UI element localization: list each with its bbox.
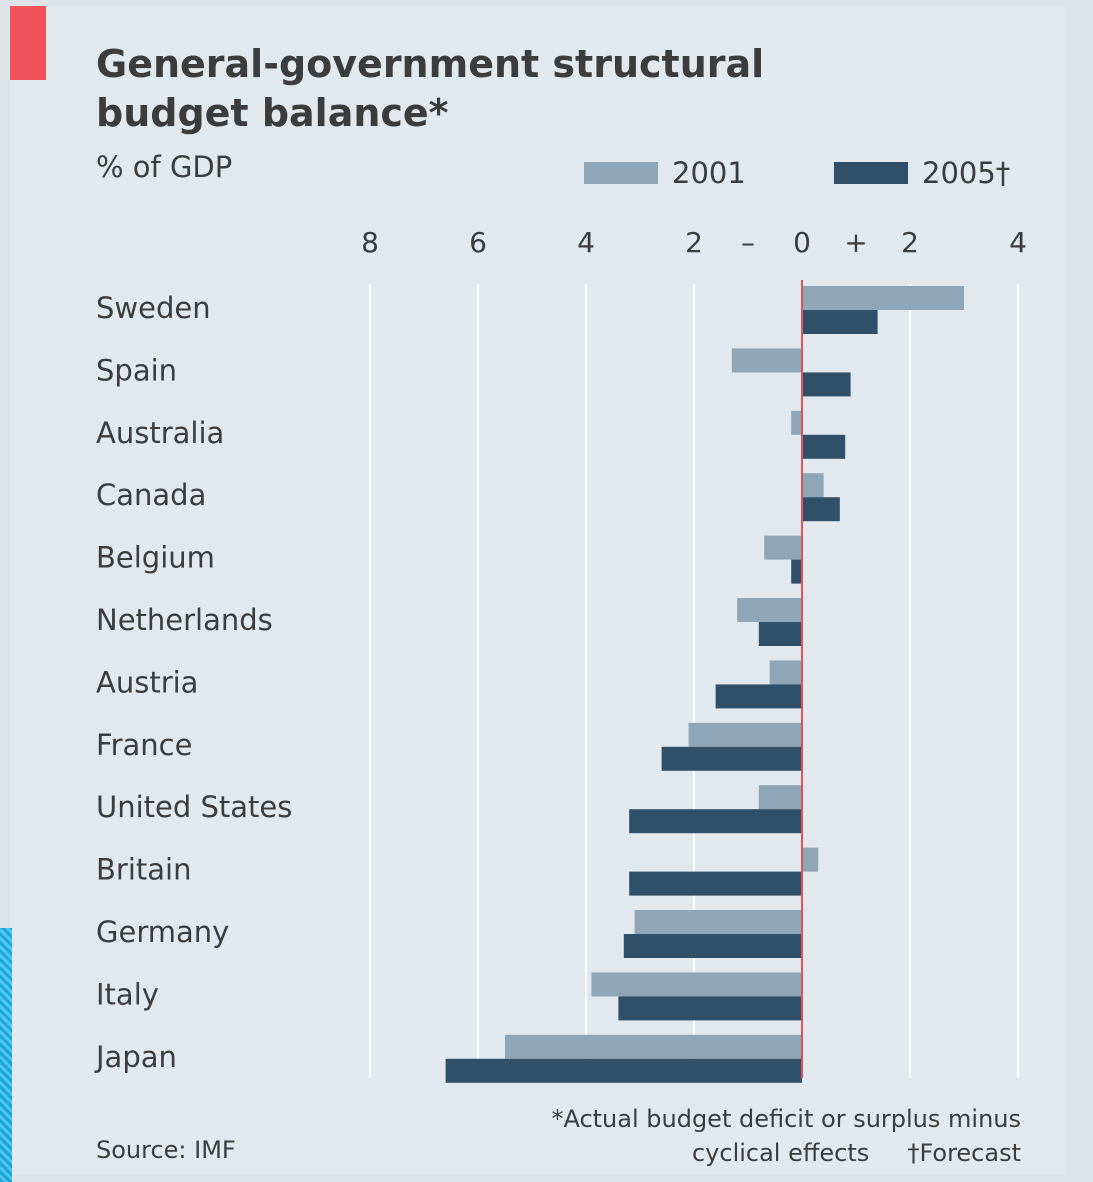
bar-2005-5	[758, 622, 802, 646]
bar-2001-8	[758, 785, 802, 810]
red-accent-tag	[10, 6, 46, 80]
x-tick-label-7: 2	[901, 226, 919, 259]
chart-panel	[10, 6, 1065, 1174]
x-tick-label-2: 4	[577, 226, 595, 259]
category-label-10: Germany	[96, 915, 229, 949]
category-label-2: Australia	[96, 416, 224, 450]
chart-title-line1: General-government structural	[96, 42, 765, 86]
blue-edge-decoration	[0, 928, 12, 1182]
bar-2005-11	[618, 996, 802, 1021]
bar-2001-1	[731, 348, 802, 373]
x-tick-label-1: 6	[469, 226, 487, 259]
bar-2001-5	[737, 598, 802, 622]
footnote: *Actual budget deficit or surplus minus …	[551, 1102, 1021, 1170]
category-label-5: Netherlands	[96, 603, 273, 637]
legend-label-2001: 2001	[672, 156, 746, 190]
footnote-forecast: †Forecast	[907, 1139, 1021, 1167]
x-tick-label-4: –	[741, 226, 755, 259]
bar-2005-12	[445, 1058, 802, 1083]
chart-title: General-government structural budget bal…	[96, 40, 996, 138]
footnote-line1: *Actual budget deficit or surplus minus	[551, 1105, 1021, 1133]
category-label-3: Canada	[96, 478, 206, 512]
x-tick-label-6: +	[844, 226, 867, 259]
bar-2005-1	[802, 372, 851, 397]
bar-2001-4	[764, 535, 802, 560]
bar-2005-9	[629, 871, 802, 896]
category-label-12: Japan	[94, 1040, 177, 1074]
bar-2001-6	[769, 660, 802, 685]
category-label-9: Britain	[96, 853, 191, 887]
category-label-1: Spain	[96, 353, 177, 387]
bar-2001-9	[802, 847, 819, 872]
category-label-8: United States	[96, 790, 292, 824]
chart-subtitle: % of GDP	[96, 150, 233, 184]
bar-2001-0	[802, 286, 964, 310]
legend-item-2001: 2001	[584, 156, 746, 190]
chart-title-line2: budget balance*	[96, 91, 449, 135]
bar-2005-8	[629, 809, 802, 834]
bar-2001-11	[591, 972, 802, 997]
bar-2001-12	[505, 1034, 802, 1059]
category-label-0: Sweden	[96, 291, 211, 325]
x-tick-label-3: 2	[685, 226, 703, 259]
legend-item-2005: 2005†	[834, 156, 1010, 190]
category-label-6: Austria	[96, 665, 198, 699]
bar-2005-4	[791, 559, 802, 584]
bar-2001-7	[688, 722, 802, 747]
footnote-cyclical: cyclical effects	[691, 1139, 870, 1167]
bar-2005-0	[802, 310, 878, 334]
legend-swatch-2005	[834, 162, 908, 184]
bar-2005-6	[715, 684, 802, 709]
bar-2005-2	[802, 434, 846, 459]
bar-2005-7	[661, 746, 802, 771]
legend-swatch-2001	[584, 162, 658, 184]
bar-2005-3	[802, 497, 840, 522]
bar-2001-2	[791, 410, 802, 435]
legend-label-2005: 2005†	[922, 156, 1011, 190]
x-tick-label-5: 0	[793, 226, 811, 259]
x-tick-label-0: 8	[361, 226, 379, 259]
category-label-11: Italy	[96, 977, 159, 1011]
x-tick-label-8: 4	[1009, 226, 1027, 259]
source-note: Source: IMF	[96, 1136, 236, 1164]
category-label-7: France	[96, 728, 192, 762]
category-label-4: Belgium	[96, 541, 215, 575]
bar-2005-10	[623, 934, 802, 958]
bar-2001-10	[634, 910, 802, 934]
footnote-line2: cyclical effects †Forecast	[551, 1136, 1021, 1170]
bar-2001-3	[802, 473, 824, 498]
